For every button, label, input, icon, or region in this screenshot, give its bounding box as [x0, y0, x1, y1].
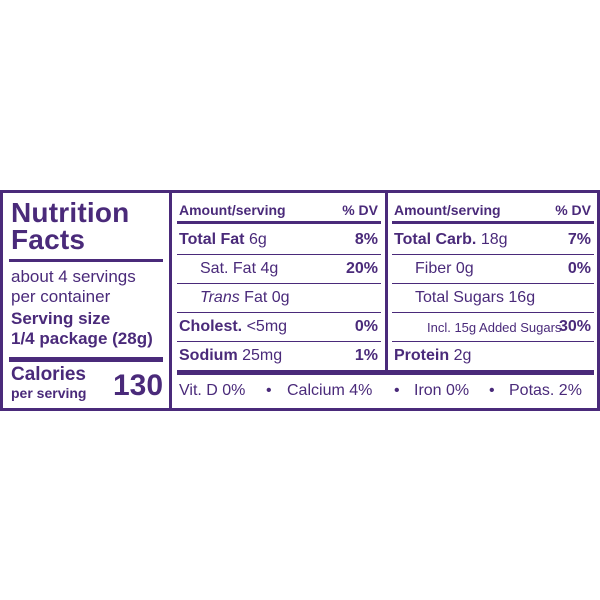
total-carb-dv: 7% — [567, 231, 591, 248]
cholesterol-dv: 0% — [354, 318, 378, 335]
sodium-amount: 25mg — [242, 347, 283, 364]
cholesterol-amount: <5mg — [246, 318, 288, 335]
total-sugars-amount: 16g — [508, 289, 536, 306]
protein-row: Protein 2g — [394, 347, 471, 365]
title-divider — [9, 259, 163, 262]
servings-per-container: about 4 servings per container — [11, 267, 136, 307]
calories-sub-label: per serving — [11, 385, 87, 401]
right-header-dv: % DV — [555, 202, 591, 218]
trans-fat-label: Trans — [200, 289, 240, 306]
row-divider — [177, 341, 381, 342]
bullet: • — [489, 382, 495, 399]
serving-size: Serving size 1/4 package (28g) — [11, 309, 153, 349]
footer-divider — [177, 370, 594, 375]
row-divider — [392, 254, 594, 255]
added-sugars-dv: 30% — [558, 318, 591, 335]
servings-line-2: per container — [11, 287, 111, 306]
fiber-dv: 0% — [567, 260, 591, 277]
total-fat-amount: 6g — [248, 231, 267, 248]
total-fat-row: Total Fat 6g — [179, 231, 267, 249]
total-sugars-label: Total Sugars — [415, 289, 504, 306]
added-sugars-label: Incl. 15g Added Sugars — [427, 320, 562, 335]
middle-header-amount: Amount/serving — [179, 202, 286, 218]
right-header-divider — [392, 221, 594, 224]
total-fat-dv: 8% — [354, 231, 378, 248]
sodium-row: Sodium 25mg — [179, 347, 282, 365]
serving-size-label: Serving size — [11, 309, 111, 328]
total-carb-amount: 18g — [480, 231, 508, 248]
fiber-row: Fiber 0g — [415, 260, 474, 278]
row-divider — [392, 312, 594, 313]
bullet: • — [266, 382, 272, 399]
row-divider — [177, 312, 381, 313]
sat-fat-amount: 4g — [260, 260, 279, 277]
calcium: Calcium 4% — [287, 382, 373, 399]
fiber-label: Fiber — [415, 260, 452, 277]
potassium: Potas. 2% — [509, 382, 582, 399]
row-divider — [177, 283, 381, 284]
calories-label: Calories — [11, 364, 86, 385]
title-line-1: Nutrition — [11, 197, 130, 228]
row-divider — [392, 283, 594, 284]
serving-size-value: 1/4 package (28g) — [11, 329, 153, 348]
total-carb-label: Total Carb. — [394, 231, 477, 248]
calories-divider — [9, 357, 163, 362]
sodium-dv: 1% — [354, 347, 378, 364]
vitamin-d: Vit. D 0% — [179, 382, 246, 399]
total-sugars-row: Total Sugars 16g — [415, 289, 535, 307]
middle-header-divider — [177, 221, 381, 224]
sat-fat-row: Sat. Fat 4g — [200, 260, 278, 278]
bullet: • — [394, 382, 400, 399]
fiber-amount: 0g — [455, 260, 474, 277]
cholesterol-label: Cholest. — [179, 318, 243, 335]
middle-header-dv: % DV — [342, 202, 378, 218]
protein-label: Protein — [394, 347, 450, 364]
row-divider — [177, 254, 381, 255]
protein-amount: 2g — [453, 347, 472, 364]
trans-fat-row: Trans Fat 0g — [200, 289, 290, 307]
cholesterol-row: Cholest. <5mg — [179, 318, 287, 336]
middle-divider — [385, 193, 388, 373]
iron: Iron 0% — [414, 382, 470, 399]
total-carb-row: Total Carb. 18g — [394, 231, 508, 249]
trans-fat-amount: Fat 0g — [244, 289, 290, 306]
row-divider — [392, 341, 594, 342]
sat-fat-label: Sat. Fat — [200, 260, 257, 277]
title-line-2: Facts — [11, 224, 86, 255]
sat-fat-dv: 20% — [345, 260, 378, 277]
sodium-label: Sodium — [179, 347, 238, 364]
right-header-amount: Amount/serving — [394, 202, 501, 218]
nutrition-facts-label: Nutrition Facts about 4 servings per con… — [0, 190, 600, 411]
calories-value: 130 — [113, 369, 164, 402]
left-divider — [169, 193, 172, 408]
nutrition-facts-title: Nutrition Facts — [11, 197, 130, 255]
total-fat-label: Total Fat — [179, 231, 245, 248]
servings-line-1: about 4 servings — [11, 267, 136, 286]
